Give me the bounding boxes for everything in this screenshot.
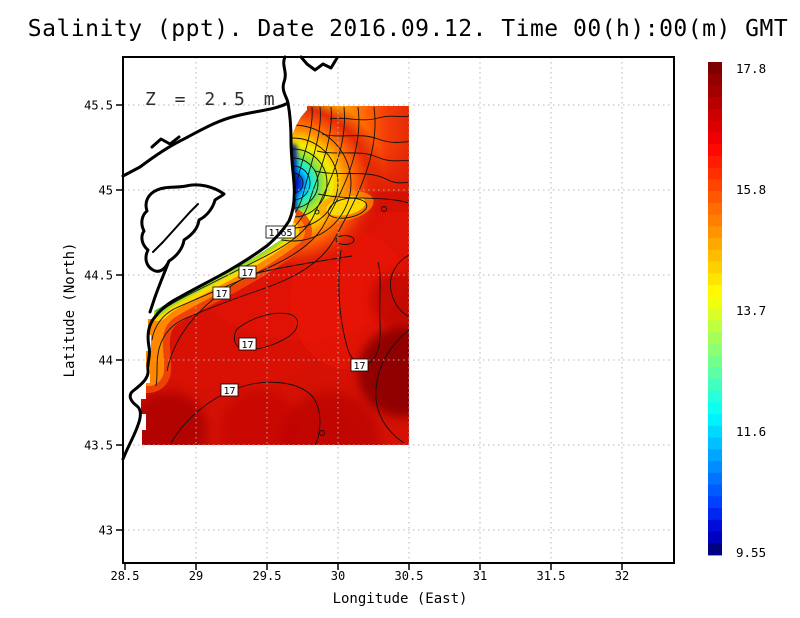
colorbar-segment xyxy=(708,97,722,110)
x-tick-labels: 28.5 29 29.5 30 30.5 31 31.5 32 xyxy=(111,569,630,583)
coastline xyxy=(121,55,339,461)
colorbar-segment xyxy=(708,273,722,286)
x-tick-label: 29 xyxy=(189,569,203,583)
svg-text:17: 17 xyxy=(223,386,235,397)
colorbar-segment xyxy=(708,85,722,98)
colorbar-segment xyxy=(708,367,722,380)
colorbar-segment xyxy=(708,331,722,345)
colorbar-segment xyxy=(708,461,722,474)
colorbar-segment xyxy=(708,179,722,192)
colorbar-tick-label: 17.8 xyxy=(736,61,766,76)
field-dark-patches xyxy=(141,272,409,445)
contour-label: 17 xyxy=(350,358,369,372)
colorbar-segment xyxy=(708,238,722,251)
colorbar-segment xyxy=(708,472,722,485)
plot-border xyxy=(122,56,675,564)
colorbar-segment xyxy=(708,449,722,462)
colorbar-segment xyxy=(708,378,722,392)
colorbar-segment xyxy=(708,73,722,86)
x-tick-label: 30 xyxy=(331,569,345,583)
colorbar-segment xyxy=(708,425,722,439)
colorbar-segment xyxy=(708,261,722,274)
colorbar-tick-label: 15.8 xyxy=(736,182,766,197)
colorbar-segment xyxy=(708,214,722,227)
colorbar-segment xyxy=(708,343,722,356)
colorbar-segment xyxy=(708,437,722,450)
y-axis-label: Latitude (North) xyxy=(62,243,78,378)
colorbar-segment xyxy=(708,120,722,133)
colorbar-segment xyxy=(708,285,722,298)
plot-title: Salinity (ppt). Date 2016.09.12. Time 00… xyxy=(28,16,788,42)
y-tick-label: 43 xyxy=(99,524,113,538)
colorbar-tick-label: 9.55 xyxy=(736,545,766,560)
colorbar-segment xyxy=(708,484,722,497)
contour-label: 17 xyxy=(238,265,257,279)
colorbar-segment xyxy=(708,508,722,521)
y-tick-label: 44 xyxy=(99,354,113,368)
y-tick-label: 43.5 xyxy=(84,439,113,453)
colorbar: 17.8 15.8 13.7 11.6 9.55 xyxy=(708,61,766,560)
colorbar-segment xyxy=(708,296,722,309)
colorbar-segment xyxy=(708,390,722,403)
x-tick-label: 32 xyxy=(615,569,629,583)
y-tick-label: 44.5 xyxy=(84,269,113,283)
colorbar-segment xyxy=(708,519,722,532)
contour-label: 17 xyxy=(212,286,231,300)
colorbar-segment xyxy=(708,320,722,333)
colorbar-segment xyxy=(708,249,722,262)
colorbar-segment xyxy=(708,191,722,204)
colorbar-segment xyxy=(708,531,722,544)
x-tick-label: 29.5 xyxy=(253,569,282,583)
colorbar-segment xyxy=(708,132,722,145)
colorbar-segments xyxy=(708,62,722,556)
colorbar-segment xyxy=(708,543,722,556)
colorbar-segment xyxy=(708,308,722,321)
axis-ticks xyxy=(116,104,623,570)
y-tick-label: 45.5 xyxy=(84,99,113,113)
colorbar-segment xyxy=(708,108,722,122)
gridlines xyxy=(123,57,674,563)
svg-text:17: 17 xyxy=(215,289,227,300)
colorbar-segment xyxy=(708,155,722,169)
colorbar-segment xyxy=(708,62,722,75)
colorbar-tick-label: 13.7 xyxy=(736,303,766,318)
svg-text:17: 17 xyxy=(241,340,253,351)
colorbar-segment xyxy=(708,402,722,415)
x-tick-label: 28.5 xyxy=(111,569,140,583)
x-tick-label: 31 xyxy=(473,569,487,583)
colorbar-segment xyxy=(708,167,722,180)
contour-label: 17 xyxy=(238,337,257,351)
colorbar-segment xyxy=(708,496,722,509)
y-tick-label: 45 xyxy=(99,184,113,198)
colorbar-labels: 17.8 15.8 13.7 11.6 9.55 xyxy=(736,61,766,560)
contour-label: 17 xyxy=(220,383,239,397)
y-tick-labels: 45.5 45 44.5 44 43.5 43 xyxy=(84,99,113,538)
svg-text:17: 17 xyxy=(353,361,365,372)
colorbar-segment xyxy=(708,144,722,157)
colorbar-segment xyxy=(708,226,722,239)
colorbar-segment xyxy=(708,355,722,368)
x-tick-label: 30.5 xyxy=(395,569,424,583)
colorbar-segment xyxy=(708,414,722,427)
colorbar-tick-label: 11.6 xyxy=(736,424,766,439)
x-tick-label: 31.5 xyxy=(537,569,566,583)
svg-text:17: 17 xyxy=(241,268,253,279)
depth-annotation: Z = 2.5 m xyxy=(145,89,279,110)
x-axis-label: Longitude (East) xyxy=(333,591,468,607)
colorbar-segment xyxy=(708,202,722,215)
